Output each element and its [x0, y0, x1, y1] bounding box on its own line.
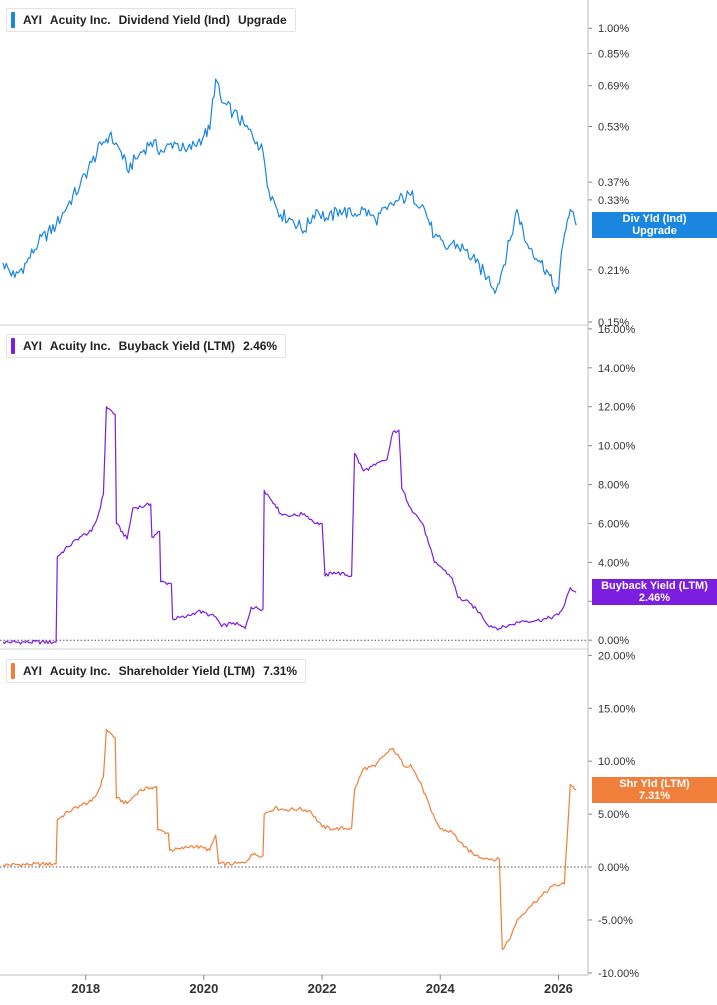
y-tick-label: 0.53% [598, 122, 629, 134]
legend-swatch-shareholder [11, 663, 15, 679]
series-line [2, 78, 577, 294]
legend-value: 2.46% [243, 339, 278, 353]
legend-value: 7.31% [263, 664, 298, 678]
legend-buyback-yield: AYI Acuity Inc. Buyback Yield (LTM) 2.46… [6, 334, 287, 358]
x-tick-label: 2024 [426, 981, 456, 996]
legend-value: Upgrade [237, 13, 287, 27]
legend-shareholder-yield: AYI Acuity Inc. Shareholder Yield (LTM) … [6, 659, 307, 683]
badge-label: Div Yld (Ind) [622, 213, 687, 226]
legend-company: Acuity Inc. [49, 13, 111, 27]
y-tick-label: -5.00% [598, 915, 633, 927]
y-tick-label: 10.00% [598, 441, 636, 453]
y-tick-label: 0.37% [598, 177, 629, 189]
y-tick-label: 0.33% [598, 195, 629, 207]
legend-company: Acuity Inc. [49, 339, 111, 353]
y-tick-label: 1.00% [598, 23, 629, 35]
badge-value: Upgrade [632, 225, 677, 238]
y-tick-label: 20.00% [598, 650, 636, 662]
y-tick-label: 0.85% [598, 48, 629, 60]
y-tick-label: 10.00% [598, 756, 636, 768]
legend-metric: Shareholder Yield (LTM) [118, 664, 256, 678]
legend-ticker: AYI [23, 664, 42, 678]
current-value-badge-buyback: Buyback Yield (LTM) 2.46% [592, 579, 717, 606]
x-tick-label: 2020 [189, 981, 218, 996]
series-line [2, 406, 577, 645]
legend-swatch-dividend [11, 12, 15, 28]
legend-ticker: AYI [23, 13, 42, 27]
x-tick-label: 2018 [71, 981, 100, 996]
series-line [2, 728, 577, 951]
y-tick-label: 14.00% [598, 363, 636, 375]
y-tick-label: 16.00% [598, 324, 636, 336]
y-tick-label: 5.00% [598, 809, 629, 821]
current-value-badge-dividend: Div Yld (Ind) Upgrade [592, 212, 717, 239]
y-tick-label: 4.00% [598, 557, 629, 569]
badge-label: Buyback Yield (LTM) [601, 580, 708, 593]
badge-value: 7.31% [638, 789, 671, 802]
y-tick-label: 0.00% [598, 862, 629, 874]
legend-metric: Dividend Yield (Ind) [118, 13, 230, 27]
legend-company: Acuity Inc. [49, 664, 111, 678]
badge-label: Shr Yld (LTM) [619, 777, 690, 790]
x-tick-label: 2026 [544, 981, 573, 996]
legend-metric: Buyback Yield (LTM) [118, 339, 236, 353]
y-tick-label: 0.00% [598, 635, 629, 647]
legend-swatch-buyback [11, 338, 15, 354]
current-value-badge-shareholder: Shr Yld (LTM) 7.31% [592, 776, 717, 803]
badge-value: 2.46% [638, 592, 671, 605]
y-tick-label: 12.00% [598, 402, 636, 414]
y-tick-label: 0.15% [598, 317, 629, 329]
legend-dividend-yield: AYI Acuity Inc. Dividend Yield (Ind) Upg… [6, 8, 296, 32]
y-tick-label: 8.00% [598, 480, 629, 492]
x-tick-label: 2022 [308, 981, 337, 996]
y-tick-label: 0.21% [598, 265, 629, 277]
legend-ticker: AYI [23, 339, 42, 353]
y-tick-label: 15.00% [598, 703, 636, 715]
y-tick-label: -10.00% [598, 968, 639, 980]
y-tick-label: 6.00% [598, 518, 629, 530]
y-tick-label: 0.69% [598, 81, 629, 93]
